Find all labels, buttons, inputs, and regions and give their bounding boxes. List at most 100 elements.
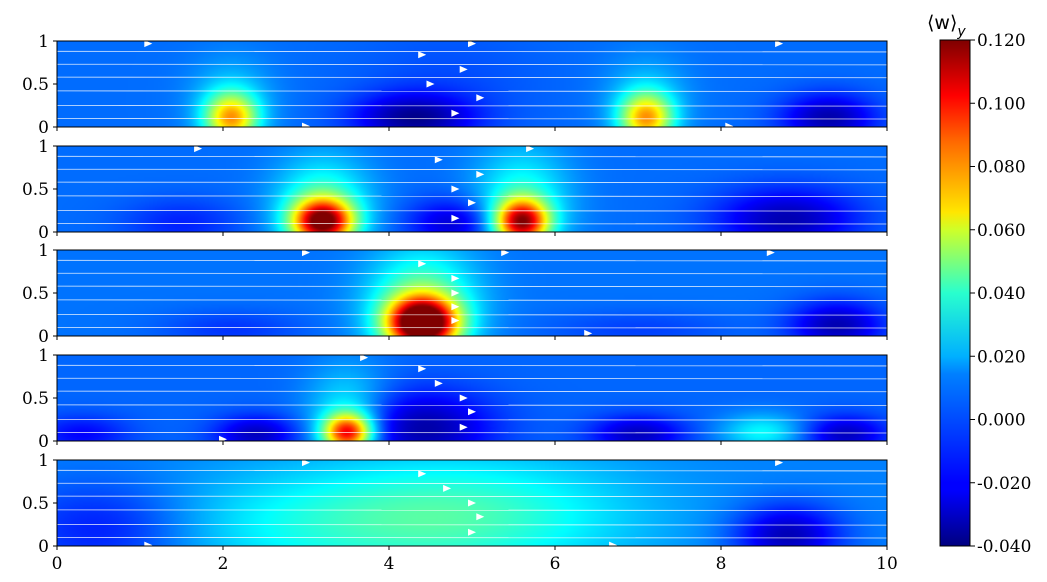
streamline-arrow xyxy=(501,249,510,257)
panel-2: 00.51 xyxy=(22,137,888,243)
colorbar-gradient xyxy=(939,39,971,547)
streamline-arrow xyxy=(302,459,310,467)
colorbar: -0.040 -0.020 0.000 0.020 0.040 0.060 0.080 0.1… xyxy=(927,12,1031,557)
panel-5: 00.510 2 4 6 8 10 xyxy=(22,451,898,574)
streamline-arrow xyxy=(434,156,443,164)
y-tick-label: 0.5 xyxy=(22,284,49,304)
x-tick-label: 10 xyxy=(876,554,898,574)
panel-1: 00.51 xyxy=(22,32,888,138)
colorbar-tick-label: 0.000 xyxy=(977,411,1026,431)
panel-3: 00.51 xyxy=(22,241,888,347)
streamline-arrow xyxy=(468,499,476,507)
panel-4: 00.51 xyxy=(22,346,888,452)
streamline-arrow xyxy=(144,541,153,549)
streamline-arrow xyxy=(526,145,535,153)
heatmap-field xyxy=(57,250,887,336)
streamline-arrow xyxy=(144,40,153,48)
streamline xyxy=(56,509,888,511)
streamline xyxy=(56,364,888,367)
streamline xyxy=(56,195,888,197)
streamline xyxy=(56,495,888,498)
streamline xyxy=(56,105,888,107)
streamline-arrow xyxy=(459,394,468,402)
y-tick-label: 1 xyxy=(38,346,49,366)
streamline xyxy=(56,524,888,526)
x-tick-label: 6 xyxy=(550,554,561,574)
y-tick-label: 0 xyxy=(38,537,49,557)
colorbar-ticks: -0.040 -0.020 0.000 0.020 0.040 0.060 0.080 0.1… xyxy=(970,31,1031,557)
streamline xyxy=(56,210,888,212)
colorbar-tick-label: -0.020 xyxy=(977,474,1031,494)
streamline-arrow xyxy=(584,329,593,337)
streamline-arrow xyxy=(451,185,460,193)
streamline-arrow xyxy=(459,65,468,73)
y-tick-label: 1 xyxy=(38,32,49,52)
streamline xyxy=(56,326,888,329)
streamline-arrow xyxy=(451,303,460,311)
streamline xyxy=(56,63,888,66)
y-tick-label: 0 xyxy=(38,118,49,138)
x-tick-label: 4 xyxy=(384,554,395,574)
streamline xyxy=(56,90,888,92)
streamline-arrow xyxy=(418,51,427,59)
streamline-arrow xyxy=(418,260,427,268)
colorbar-tick-label: 0.060 xyxy=(977,221,1026,241)
colorbar-title: ⟨w⟩y xyxy=(927,12,966,40)
streamline-arrow xyxy=(459,423,468,431)
y-tick-label: 0.5 xyxy=(22,75,49,95)
streamline xyxy=(56,168,888,171)
x-tick-label: 0 xyxy=(52,554,63,574)
y-tick-label: 0 xyxy=(38,223,49,243)
colorbar-tick-label: 0.040 xyxy=(977,284,1026,304)
streamline-arrow xyxy=(443,484,452,492)
streamline-arrow xyxy=(468,528,476,536)
streamline xyxy=(56,50,888,53)
streamline-arrow xyxy=(418,365,427,373)
streamline-arrow xyxy=(434,379,443,387)
streamline-arrow xyxy=(468,408,476,416)
heatmap-field xyxy=(57,355,887,441)
streamline xyxy=(56,404,888,406)
colorbar-tick-label: 0.120 xyxy=(977,31,1026,51)
streamline-arrow xyxy=(451,317,460,325)
streamline-arrow xyxy=(609,541,618,549)
streamline-arrow xyxy=(725,122,734,130)
streamline-arrow xyxy=(476,513,485,521)
streamline xyxy=(56,537,888,539)
colorbar-label-subscript: y xyxy=(956,24,966,40)
streamline xyxy=(56,390,888,393)
y-tick-label: 0 xyxy=(38,327,49,347)
streamline-arrow xyxy=(451,289,460,297)
streamline-arrow xyxy=(468,40,476,48)
streamline xyxy=(56,181,888,184)
heatmap-field xyxy=(57,146,887,232)
streamline xyxy=(56,431,888,434)
colorbar-label: ⟨w⟩ xyxy=(927,12,957,34)
streamline xyxy=(56,299,888,301)
heatmap-field xyxy=(57,41,887,127)
streamline xyxy=(56,155,888,158)
y-tick-label: 1 xyxy=(38,241,49,261)
colorbar-tick-label: -0.040 xyxy=(977,537,1031,557)
streamline-arrow xyxy=(476,170,485,178)
streamline-arrow xyxy=(426,80,435,88)
streamline-arrow xyxy=(775,459,784,467)
y-tick-label: 0.5 xyxy=(22,180,49,200)
streamline-arrow xyxy=(302,249,310,257)
streamline xyxy=(56,419,888,421)
streamline-arrow xyxy=(302,122,310,130)
y-tick-label: 0.5 xyxy=(22,389,49,409)
streamline-arrow xyxy=(360,354,369,362)
streamline xyxy=(56,377,888,380)
colorbar-tick-label: 0.080 xyxy=(977,158,1026,178)
x-tick-label: 8 xyxy=(716,554,727,574)
streamline xyxy=(56,469,888,472)
streamline xyxy=(56,222,888,225)
streamline-arrow xyxy=(451,109,460,117)
streamline-arrow xyxy=(451,214,460,222)
streamline xyxy=(56,314,888,316)
streamline xyxy=(56,259,888,262)
y-tick-label: 0 xyxy=(38,432,49,452)
